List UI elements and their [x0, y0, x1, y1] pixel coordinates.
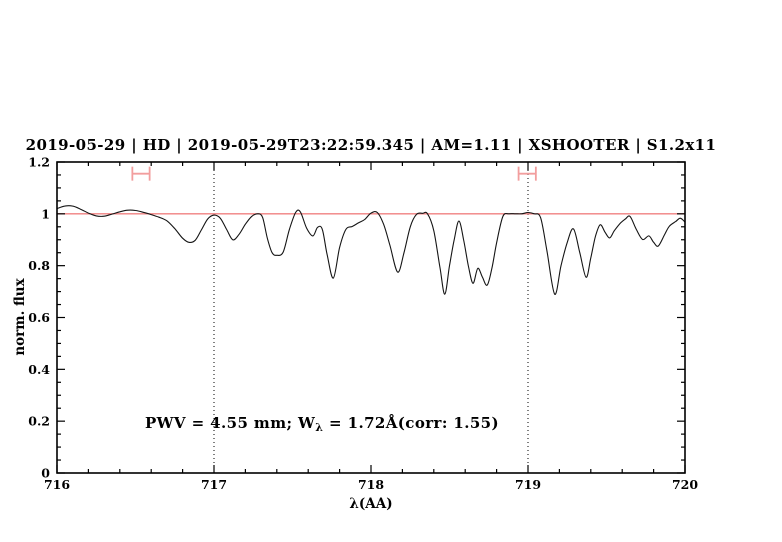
pwv-annotation-subscript: λ [315, 421, 323, 434]
pwv-annotation: PWV = 4.55 mm; Wλ = 1.72Å(corr: 1.55) [145, 414, 499, 434]
x-tick-label: 719 [515, 477, 541, 492]
plot-title: 2019-05-29 | HD | 2019-05-29T23:22:59.34… [26, 136, 717, 154]
y-tick-label: 0.6 [28, 310, 50, 325]
y-tick-label: 0.4 [28, 362, 50, 377]
y-tick-label: 0.2 [28, 414, 50, 429]
plot-area: 716 717 718 719 720 0 0.2 0.4 0.6 0.8 1 1.2 [28, 155, 698, 493]
y-axis-label: norm. flux [12, 277, 28, 355]
x-tick-label: 720 [672, 477, 698, 492]
x-tick-label: 717 [201, 477, 227, 492]
x-tick-label: 718 [358, 477, 384, 492]
y-tick-label: 1 [41, 206, 50, 221]
pwv-annotation-text: PWV = 4.55 mm; W [145, 414, 316, 432]
x-axis-label: λ(AA) [349, 496, 392, 512]
pwv-annotation-text-2: = 1.72Å(corr: 1.55) [323, 414, 499, 432]
y-tick-label: 1.2 [28, 155, 50, 170]
x-tick-label: 716 [44, 477, 70, 492]
y-tick-label: 0 [41, 466, 50, 481]
spectrum-curve [56, 205, 686, 295]
y-tick-label: 0.8 [28, 258, 50, 273]
